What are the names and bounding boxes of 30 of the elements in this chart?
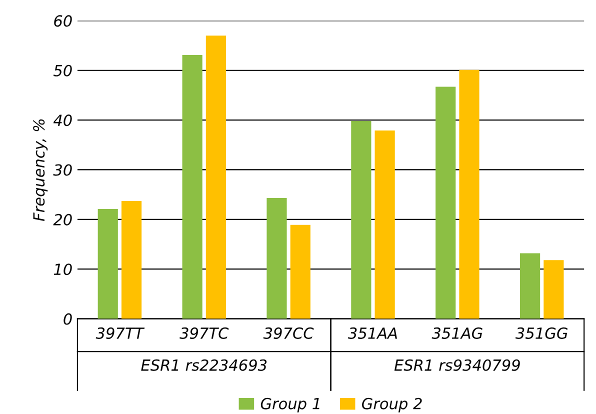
x-tick-label: 351GG [515,327,568,339]
bar [121,201,142,319]
y-tick-label: 40 [53,114,72,126]
x-tick-label: 397TC [180,327,229,339]
bar [290,224,310,319]
text: ESR1 rs9340799 [394,359,520,371]
bar [266,198,287,319]
bar [206,36,226,319]
bar [182,54,202,319]
y-tick-label: 20 [53,214,72,226]
y-axis-title: Frequency, % [33,119,48,222]
bar [520,253,540,319]
x-tick-label: 397CC [263,327,314,339]
y-tick-label: 0 [64,313,72,325]
y-tick-label: 50 [53,64,72,76]
text: ESR1 rs2234693 [141,359,267,371]
bar [374,130,395,319]
legend-label: Group 2 [362,398,422,412]
bar [351,121,372,319]
bar [459,70,480,319]
bar [544,260,564,319]
y-tick-label: 10 [54,264,72,276]
y-tick-label: 60 [54,15,72,27]
bar [436,86,456,319]
bar [98,208,118,319]
y-tick-label: 30 [53,164,72,176]
x-tick-label: 397TT [96,327,145,339]
x-tick-label: 351AA [348,327,397,339]
legend-label: Group 1 [260,398,320,412]
x-tick-label: 351AG [432,327,482,339]
